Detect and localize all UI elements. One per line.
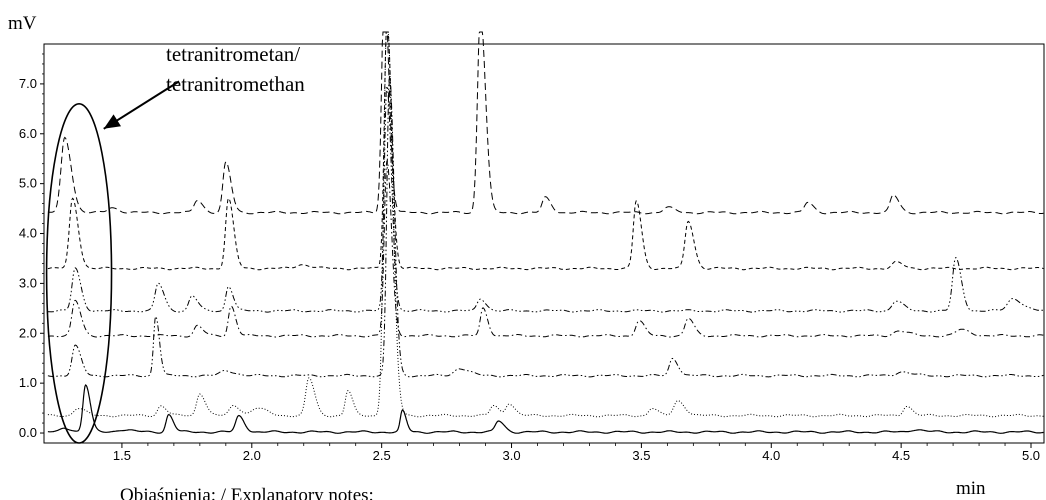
x-tick-label: 3.0 xyxy=(502,448,520,463)
series-dash-dot-line xyxy=(47,160,1044,338)
x-unit-label: min xyxy=(956,478,986,499)
annotation-line-1: tetranitrometan/ xyxy=(166,42,300,66)
y-unit-label: mV xyxy=(8,13,37,34)
series-solid-line xyxy=(47,384,1044,434)
x-tick-label: 2.5 xyxy=(373,448,391,463)
x-tick-label: 2.0 xyxy=(243,448,261,463)
y-tick-label: 5.0 xyxy=(19,176,37,191)
series-short-dash-line xyxy=(47,31,1044,271)
footer-notes: Objaśnienia: / Explanatory notes: xyxy=(120,485,374,500)
x-tick-label: 5.0 xyxy=(1022,448,1040,463)
x-tick-label: 4.0 xyxy=(762,448,780,463)
y-tick-label: 4.0 xyxy=(19,226,37,241)
x-tick-label: 3.5 xyxy=(632,448,650,463)
series-dash-dot-dot-dot-line xyxy=(47,85,1044,313)
x-tick-label: 1.5 xyxy=(113,448,131,463)
series-dash-dot-dot-line xyxy=(47,75,1044,378)
y-tick-label: 2.0 xyxy=(19,325,37,340)
annotation-line-2: tetranitromethan xyxy=(166,72,305,96)
y-tick-label: 7.0 xyxy=(19,76,37,91)
y-tick-label: 0.0 xyxy=(19,425,37,440)
annotation-arrow-head xyxy=(103,114,122,129)
y-tick-label: 6.0 xyxy=(19,126,37,141)
series-long-dash-line xyxy=(47,31,1044,215)
y-tick-label: 3.0 xyxy=(19,275,37,290)
series-dotted-line xyxy=(47,31,1044,418)
y-tick-label: 1.0 xyxy=(19,375,37,390)
annotation-ellipse xyxy=(45,103,113,444)
x-tick-label: 4.5 xyxy=(892,448,910,463)
